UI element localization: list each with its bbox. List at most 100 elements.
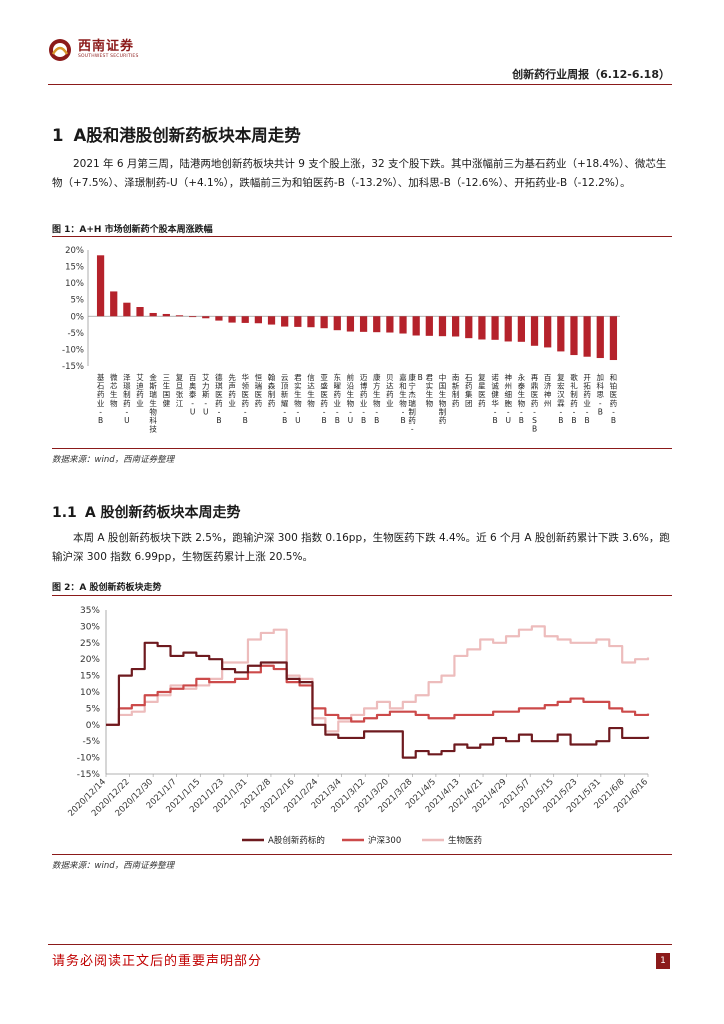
x-category-label: 基石药业-B	[97, 372, 105, 425]
y-tick-label: 5%	[86, 704, 101, 714]
bar	[189, 316, 197, 318]
bar	[346, 316, 355, 332]
x-category-label: 恒瑞医药	[255, 372, 263, 408]
y-tick-label: 20%	[65, 246, 84, 256]
header-divider	[48, 84, 672, 85]
bar	[386, 316, 394, 333]
bar	[465, 316, 473, 339]
bar	[359, 316, 368, 332]
bar	[96, 255, 105, 317]
x-category-label: 前沿生物-U	[347, 372, 355, 425]
y-tick-label: -15%	[62, 362, 84, 372]
bar	[267, 316, 276, 325]
x-category-label: 康方生物-B	[373, 372, 381, 425]
bar	[281, 316, 289, 327]
bar	[110, 291, 118, 317]
x-category-label: 再鼎医药-S B	[531, 373, 539, 434]
legend-label: 沪深300	[368, 835, 401, 846]
section-1-number: 1	[52, 126, 64, 145]
x-category-label: 百济神州	[544, 373, 552, 408]
x-category-label: 信达生物	[307, 372, 315, 408]
y-tick-label: 15%	[80, 672, 100, 682]
bar	[570, 316, 578, 356]
section-1-1-paragraph: 本周 A 股创新药板块下跌 2.5%，跑输沪深 300 指数 0.16pp，生物…	[52, 532, 670, 563]
bar	[123, 302, 131, 317]
bar	[175, 315, 184, 317]
figure-1-caption: 图 1：A+H 市场创新药个股本周涨跌幅	[52, 225, 213, 235]
x-category-label: 翰森制药	[268, 372, 276, 408]
bar	[320, 316, 328, 329]
x-category-label: 歌礼制药-B	[570, 372, 578, 425]
bar	[491, 316, 499, 340]
y-tick-label: 15%	[65, 263, 84, 273]
legend-label: 生物医药	[448, 835, 482, 846]
figure-2-bottom-divider	[52, 854, 672, 855]
x-category-label: 泽璟制药-U	[123, 373, 131, 425]
figure-1-source: 数据来源：wind，西南证券整理	[52, 455, 175, 465]
bar	[557, 316, 565, 352]
x-category-label: 石药集团	[465, 373, 473, 408]
bar	[504, 316, 512, 342]
x-category-label: 永泰生物-B	[518, 372, 526, 425]
x-category-label: 诺诚健华-B	[491, 372, 499, 425]
x-category-label: 康宁杰瑞制药-B	[408, 372, 422, 434]
x-category-label: 微芯生物	[110, 372, 118, 408]
x-category-label: 先声药业	[228, 372, 236, 408]
x-category-label: 云顶新耀-B	[281, 373, 289, 425]
figure-1-divider	[52, 236, 672, 237]
y-tick-label: 10%	[80, 688, 100, 698]
x-category-label: 艾迪药业	[136, 373, 144, 408]
figure-2-caption: 图 2：A 股创新药板块走势	[52, 583, 162, 593]
x-category-label: 华领医药-B	[241, 372, 249, 425]
figure-2-source: 数据来源：wind，西南证券整理	[52, 861, 175, 871]
bar	[307, 316, 315, 328]
x-category-label: 复旦张江	[176, 372, 184, 408]
y-tick-label: 0%	[86, 721, 101, 731]
x-category-label: 贝达药业	[386, 373, 394, 408]
y-tick-label: 20%	[80, 655, 100, 665]
bar	[241, 316, 249, 323]
bar	[228, 316, 236, 323]
x-category-label: 君实生物-U	[294, 373, 302, 425]
section-1-title: A股和港股创新药板块本周走势	[73, 126, 301, 145]
x-category-label: 复星医药	[478, 372, 486, 408]
section-1-paragraph: 2021 年 6 月第三周，陆港两地创新药板块共计 9 支个股上涨，32 支个股…	[52, 158, 667, 189]
y-tick-label: -10%	[77, 754, 101, 764]
footer-divider	[48, 944, 672, 945]
x-category-label: 艾力斯-U	[202, 373, 210, 416]
bar	[162, 313, 170, 317]
company-name: 西南证券	[78, 39, 135, 54]
bar	[517, 316, 525, 342]
y-tick-label: 25%	[80, 639, 100, 649]
bar	[596, 316, 604, 359]
y-tick-label: -10%	[62, 345, 84, 355]
x-category-label: 百奥泰-U	[189, 373, 197, 416]
figure-1-bottom-divider	[52, 448, 672, 449]
bar	[412, 316, 420, 336]
logo-emblem-icon	[49, 39, 71, 61]
x-category-label: 德琪医药-B	[215, 372, 223, 425]
bar-chart: 20% 15% 10% 5% 0% -5% -10% -15% 基石药业-B 微芯生物泽璟制药-U…	[62, 246, 620, 434]
y-tick-label: -5%	[82, 737, 100, 747]
bar	[333, 316, 341, 331]
bar	[478, 316, 486, 340]
bar	[452, 316, 460, 337]
x-category-label: 南新制药	[452, 372, 460, 408]
y-tick-label: 30%	[80, 622, 100, 632]
bar	[136, 307, 144, 317]
x-category-label: 东曜药业-B	[334, 372, 342, 425]
x-category-label: 迈博药业-B	[360, 373, 368, 425]
y-tick-label: -5%	[67, 329, 84, 339]
footer-notice: 请务必阅读正文后的重要声明部分	[52, 954, 263, 969]
bar	[438, 316, 447, 337]
bar	[254, 316, 262, 324]
report-title: 创新药行业周报（6.12-6.18）	[512, 68, 670, 81]
section-1-heading: 1 A股和港股创新药板块本周走势	[52, 122, 301, 146]
bar	[202, 316, 210, 319]
x-category-label: 亚盛医药-B	[320, 373, 328, 425]
legend-label: A股创新药标的	[268, 835, 325, 846]
x-category-label: 和铂医药-B	[610, 373, 618, 425]
x-category-label: 复宏汉霖-B	[557, 372, 565, 425]
y-tick-label: 10%	[65, 279, 84, 289]
section-1-1-heading: 1.1 A 股创新药板块本周走势	[52, 502, 241, 522]
